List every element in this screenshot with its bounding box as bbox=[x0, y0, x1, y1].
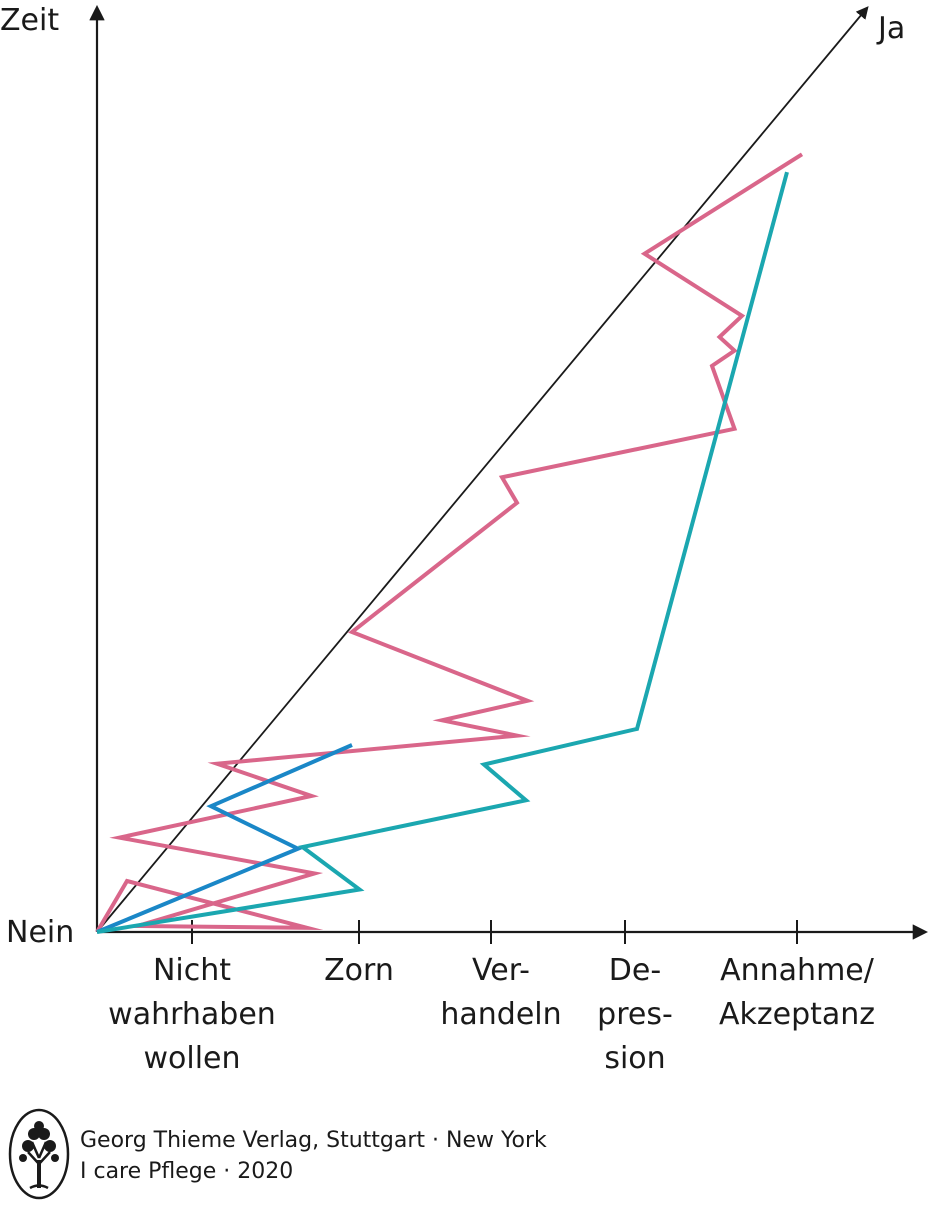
x-tick-label-line: Annahme/ bbox=[720, 953, 875, 988]
x-tick-label-4: Annahme/Akzeptanz bbox=[719, 953, 875, 1032]
tree-seal-icon bbox=[8, 1108, 70, 1200]
x-axis-tick-labels: Nicht wahrhaben wollen Zorn Ver-handeln De-pr… bbox=[108, 953, 875, 1076]
x-tick-label-0: Nicht wahrhaben wollen bbox=[108, 953, 276, 1076]
x-tick-label-line: wollen bbox=[143, 1041, 240, 1076]
x-tick-label-line: sion bbox=[604, 1041, 665, 1076]
series-line-2 bbox=[96, 171, 789, 934]
y-axis-label: Zeit bbox=[0, 3, 59, 38]
x-axis-ticks bbox=[191, 920, 798, 944]
publisher-line: Georg Thieme Verlag, Stuttgart · New Yor… bbox=[80, 1128, 547, 1153]
x-tick-label-line: wahrhaben bbox=[108, 997, 276, 1032]
x-tick-label-3: De-pres-sion bbox=[597, 953, 673, 1076]
x-axis-start-label: Nein bbox=[6, 915, 74, 950]
x-tick-label-line: De- bbox=[609, 953, 661, 988]
credits: Georg Thieme Verlag, Stuttgart · New Yor… bbox=[80, 1125, 547, 1187]
x-tick-label-line: Ver- bbox=[472, 953, 530, 988]
series-line-0 bbox=[95, 152, 804, 934]
x-tick-label-line: handeln bbox=[440, 997, 561, 1032]
source-line: I care Pflege · 2020 bbox=[80, 1159, 294, 1184]
chart: Zeit Ja Nein Nicht wahrhaben wollen Zorn Ver… bbox=[0, 3, 929, 1076]
x-tick-label-line: Akzeptanz bbox=[719, 997, 875, 1032]
x-tick-label-line: pres- bbox=[597, 997, 673, 1032]
diagonal-end-label: Ja bbox=[876, 11, 905, 46]
x-tick-label-1: Zorn bbox=[324, 953, 394, 988]
series-line-1 bbox=[96, 743, 353, 934]
footer: Georg Thieme Verlag, Stuttgart · New Yor… bbox=[0, 1100, 930, 1210]
diagonal-arrow bbox=[96, 6, 869, 933]
x-tick-label-2: Ver-handeln bbox=[440, 953, 561, 1032]
x-tick-label-line: Zorn bbox=[324, 953, 394, 988]
series-group bbox=[95, 152, 804, 934]
x-tick-label-line: Nicht bbox=[153, 953, 231, 988]
